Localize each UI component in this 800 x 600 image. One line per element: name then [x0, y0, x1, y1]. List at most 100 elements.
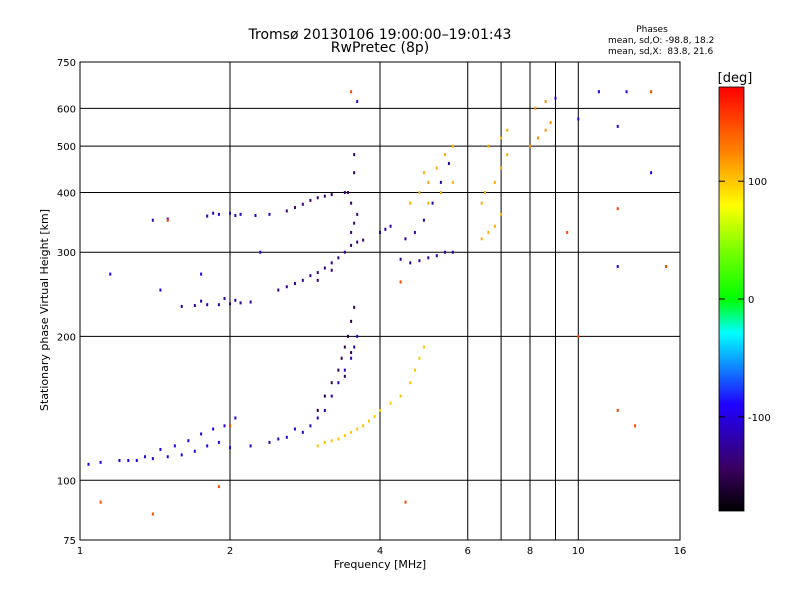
- data-point: [166, 218, 169, 222]
- data-point: [285, 435, 288, 439]
- data-point: [443, 250, 446, 254]
- data-point: [337, 368, 340, 372]
- data-point: [506, 128, 509, 132]
- data-point: [343, 434, 346, 438]
- data-point: [399, 280, 402, 284]
- data-point: [159, 288, 162, 292]
- data-point: [309, 424, 312, 428]
- data-point: [340, 356, 343, 360]
- data-point: [285, 209, 288, 213]
- data-point: [350, 351, 353, 355]
- data-point: [439, 190, 442, 194]
- data-point: [650, 171, 653, 175]
- data-point: [427, 180, 430, 184]
- data-point: [356, 240, 359, 244]
- data-point: [323, 266, 326, 270]
- data-point: [597, 90, 600, 94]
- data-point: [151, 512, 154, 516]
- data-point: [439, 180, 442, 184]
- chart-title: Tromsø 20130106 19:00:00–19:01:43: [248, 27, 512, 43]
- data-point: [330, 381, 333, 385]
- data-point: [409, 201, 412, 205]
- data-point: [180, 304, 183, 308]
- data-point: [159, 447, 162, 451]
- data-point: [180, 453, 183, 457]
- data-point: [293, 206, 296, 210]
- data-point: [447, 161, 450, 165]
- data-point: [487, 230, 490, 234]
- data-point: [353, 221, 356, 225]
- data-point: [409, 381, 412, 385]
- data-point: [323, 394, 326, 398]
- data-point: [451, 250, 454, 254]
- data-point: [229, 424, 231, 428]
- data-point: [323, 194, 326, 198]
- data-point: [234, 298, 237, 302]
- data-point: [323, 408, 326, 412]
- data-point: [536, 136, 539, 140]
- data-point: [484, 190, 487, 194]
- data-point: [200, 299, 203, 303]
- data-point: [337, 381, 340, 385]
- colorbar-ticks: 100 0 -100: [719, 177, 771, 424]
- data-point: [379, 230, 381, 234]
- data-point: [234, 416, 237, 420]
- data-point: [285, 285, 288, 289]
- data-point: [487, 144, 490, 148]
- data-point: [301, 430, 304, 434]
- data-point: [187, 439, 190, 443]
- data-point: [549, 121, 552, 125]
- data-point: [451, 144, 454, 148]
- data-point: [616, 408, 619, 412]
- data-point: [431, 201, 434, 205]
- colorbar-tick-label: 0: [748, 295, 754, 306]
- data-point: [301, 278, 304, 282]
- data-point: [435, 166, 438, 170]
- data-point: [309, 198, 312, 202]
- data-point: [268, 440, 271, 444]
- data-point: [217, 440, 220, 444]
- data-point: [301, 202, 304, 206]
- data-point: [480, 201, 483, 205]
- data-point: [193, 449, 196, 453]
- plot-frame: [79, 61, 681, 541]
- data-point: [427, 256, 430, 260]
- colorbar-tick-label: 100: [748, 177, 767, 188]
- data-point: [404, 500, 407, 504]
- data-point: [500, 166, 503, 170]
- data-point: [577, 334, 580, 338]
- data-point: [350, 430, 353, 434]
- data-point: [422, 345, 425, 349]
- data-point: [427, 201, 430, 205]
- data-point: [353, 345, 356, 349]
- data-point: [625, 90, 628, 94]
- data-point: [346, 334, 349, 338]
- data-point: [616, 265, 619, 269]
- y-tick-label: 500: [57, 142, 76, 153]
- data-point: [404, 237, 407, 241]
- x-tick-label: 4: [377, 546, 383, 557]
- data-point: [330, 439, 333, 443]
- data-point: [249, 444, 252, 448]
- data-point: [268, 212, 271, 216]
- y-tick-label: 600: [57, 104, 76, 115]
- data-point: [109, 272, 112, 276]
- data-point: [346, 190, 349, 194]
- y-tick-label: 750: [57, 58, 76, 69]
- data-point: [206, 444, 209, 448]
- data-point: [577, 117, 580, 121]
- data-point: [409, 261, 412, 265]
- x-axis-ticks: 1 2 4 6 8 10 16: [77, 546, 687, 557]
- data-point: [634, 424, 637, 428]
- y-tick-label: 75: [63, 536, 76, 547]
- data-point: [277, 288, 280, 292]
- data-point: [422, 218, 425, 222]
- data-point: [500, 212, 503, 216]
- data-point: [384, 227, 387, 231]
- data-point: [99, 500, 102, 504]
- data-point: [343, 374, 346, 378]
- y-tick-label: 300: [57, 248, 76, 259]
- data-point: [337, 437, 340, 441]
- x-tick-label: 8: [527, 546, 533, 557]
